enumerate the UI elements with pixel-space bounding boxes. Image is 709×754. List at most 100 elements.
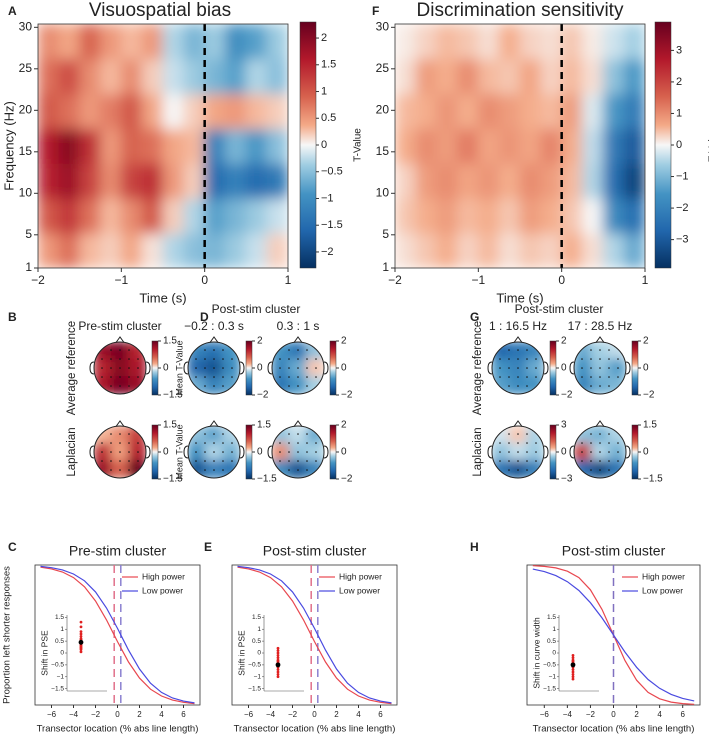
heatmap-cell [204,232,226,268]
colorbar-tick-label: 0 [321,139,327,151]
heatmap-cell [561,24,583,60]
heatmap-cell [540,93,563,130]
inset-point [79,634,83,638]
heatmap-cell [623,128,645,164]
x-tick-label: −6 [47,710,57,719]
topomap [188,342,240,394]
electrode [535,442,537,444]
x-tick-label: −2 [288,710,298,719]
electrode [204,469,206,471]
y-tick-label: 25 [376,61,390,75]
inset-tick-label: −0.5 [543,662,556,669]
series-line [237,566,392,705]
heatmap-cell [266,197,288,234]
electrode [297,469,299,471]
electrode [110,460,112,462]
electrode [101,358,103,360]
heatmap-cell [162,93,185,130]
heatmap-cell [141,128,164,164]
row-label: Laplacian [66,427,78,476]
x-tick-label: −4 [69,710,79,719]
electrode [137,358,139,360]
electrode [608,451,610,453]
legend-label: Low power [339,585,380,595]
colorbar [549,424,557,480]
electrode [581,358,583,360]
x-tick-label: 2 [634,710,639,719]
electrode [617,367,619,369]
electrode [204,367,206,369]
inset-tick-label: 0 [552,650,556,657]
heatmap-cell [519,232,542,268]
electrode [306,376,308,378]
electrode [119,349,121,351]
electrode [213,376,215,378]
heatmap-cell [79,24,101,60]
heatmap-cell [38,24,60,60]
heatmap-cell [204,128,226,164]
heatmap-cell [120,58,143,95]
electrode [599,442,601,444]
heatmap-cell [225,162,247,199]
heatmap-cell [58,24,81,60]
heatmap-cell [141,232,164,268]
electrode [110,451,112,453]
electrode [119,469,121,471]
head-outline [491,341,545,395]
electrode [590,358,592,360]
electrode [222,442,224,444]
x-tick-label: −2 [388,273,402,287]
inset-mean [570,662,576,668]
head-outline [271,341,325,395]
heatmap-cell [623,24,645,60]
inset-point [276,649,280,653]
topomap-cells [94,426,146,478]
heatmap-cell [582,24,604,60]
x-tick-label: 4 [657,710,662,719]
heatmap-cell [498,162,521,199]
y-tick-label: 30 [376,19,390,33]
electrode [306,367,308,369]
heatmap-cell [582,93,604,130]
topomap-cell [574,442,592,462]
heatmap-cell [58,128,81,164]
inset-tick-label: 1.5 [55,614,64,621]
x-tick-label: −2 [91,710,101,719]
topomap-cell [526,442,544,462]
heatmap-cell [415,162,438,199]
heatmap-cell [457,93,479,130]
heatmap-cell [120,24,143,60]
electrode [599,376,601,378]
heatmap-cell [623,232,645,268]
electrode [279,460,281,462]
column-label: 17 : 28.5 Hz [568,319,633,333]
heatmap-cell [204,197,226,234]
heatmap-cell [602,93,625,130]
x-tick-label: 6 [680,710,685,719]
heatmap-cell [38,128,60,164]
y-axis-label: Proportion left shorter responses [2,566,13,704]
heatmap-cell [602,232,625,268]
electrode [288,349,290,351]
electrode [101,367,103,369]
electrode [231,367,233,369]
topomap-cell [574,358,592,378]
electrode [110,349,112,351]
x-tick-label: 0 [312,710,317,719]
x-tick-label: 0 [201,273,208,287]
heatmap-cell [415,58,438,95]
electrode [499,451,501,453]
colorbar-tick-label: 2 [341,336,347,347]
inset-tick-label: 0.5 [252,638,261,645]
electrode [137,460,139,462]
electrode [508,376,510,378]
heatmap-cell [204,24,226,60]
topomap-cell [204,376,224,394]
colorbar-tick-label: 0 [163,447,169,458]
topomap-cell [288,342,308,360]
electrode [101,460,103,462]
heatmap-cell [120,232,143,268]
electrode [508,442,510,444]
nose [513,336,523,343]
inset-point [571,672,575,676]
